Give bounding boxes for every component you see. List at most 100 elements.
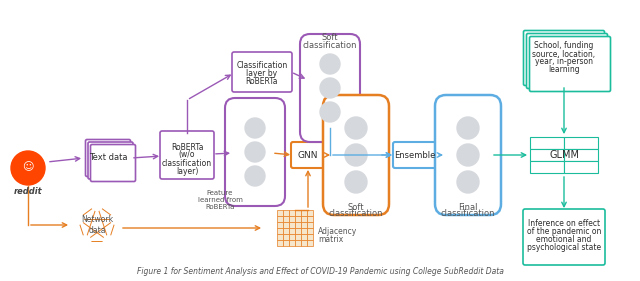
FancyBboxPatch shape (232, 52, 292, 92)
Circle shape (320, 102, 340, 122)
Text: psychological state: psychological state (527, 243, 601, 251)
Bar (283, 222, 289, 228)
Text: Inference on effect: Inference on effect (528, 219, 600, 228)
Bar (295, 210, 301, 216)
Bar (295, 240, 301, 246)
Bar (289, 216, 295, 222)
Circle shape (245, 118, 265, 138)
Text: RoBERTa: RoBERTa (246, 76, 278, 85)
Bar (307, 216, 313, 222)
Circle shape (103, 236, 115, 247)
Text: reddit: reddit (13, 187, 42, 196)
Bar (301, 234, 307, 240)
Circle shape (245, 142, 265, 162)
Bar (301, 216, 307, 222)
Bar (289, 222, 295, 228)
Circle shape (320, 54, 340, 74)
FancyBboxPatch shape (88, 142, 133, 179)
Circle shape (320, 78, 340, 98)
Bar (277, 222, 283, 228)
Text: emotional and: emotional and (536, 235, 592, 244)
Bar (307, 228, 313, 234)
Text: Feature
learned from
RoBERTa: Feature learned from RoBERTa (198, 190, 243, 210)
Text: layer by: layer by (246, 69, 278, 78)
Bar (307, 240, 313, 246)
Circle shape (11, 151, 45, 185)
Bar (283, 216, 289, 222)
Text: classification: classification (303, 40, 357, 49)
Bar (530, 149, 564, 161)
Bar (295, 216, 301, 222)
FancyBboxPatch shape (393, 142, 437, 168)
FancyBboxPatch shape (90, 144, 136, 182)
Bar (307, 234, 313, 240)
Bar (307, 222, 313, 228)
FancyBboxPatch shape (225, 98, 285, 206)
Circle shape (345, 117, 367, 139)
FancyBboxPatch shape (524, 31, 605, 85)
Bar (289, 210, 295, 216)
Bar (564, 161, 598, 173)
Bar (301, 210, 307, 216)
Text: Adjacency: Adjacency (318, 228, 357, 237)
Circle shape (72, 213, 83, 224)
Bar (301, 222, 307, 228)
Circle shape (345, 171, 367, 193)
Circle shape (80, 236, 91, 247)
Bar (277, 216, 283, 222)
Bar (307, 210, 313, 216)
FancyBboxPatch shape (523, 209, 605, 265)
FancyBboxPatch shape (527, 33, 607, 89)
Bar (530, 161, 564, 173)
Circle shape (345, 144, 367, 166)
Bar (277, 234, 283, 240)
Text: learning: learning (548, 65, 580, 74)
Text: Figure 1 for Sentiment Analysis and Effect of COVID-19 Pandemic using College Su: Figure 1 for Sentiment Analysis and Effe… (136, 268, 504, 277)
Text: Soft: Soft (322, 33, 339, 42)
FancyBboxPatch shape (300, 34, 360, 142)
Bar (564, 149, 598, 161)
Bar (283, 210, 289, 216)
Text: source, location,: source, location, (532, 49, 596, 58)
FancyBboxPatch shape (160, 131, 214, 179)
Circle shape (457, 171, 479, 193)
Circle shape (457, 117, 479, 139)
Bar (289, 234, 295, 240)
Text: Final: Final (458, 203, 477, 212)
Bar (301, 228, 307, 234)
Text: Text data: Text data (89, 153, 127, 162)
Circle shape (457, 144, 479, 166)
Text: RoBERTa: RoBERTa (171, 142, 204, 151)
Text: classification: classification (441, 210, 495, 219)
Circle shape (111, 213, 122, 224)
Bar (295, 228, 301, 234)
Bar (277, 210, 283, 216)
Text: matrix: matrix (318, 235, 343, 244)
FancyBboxPatch shape (529, 37, 611, 92)
Text: ☺: ☺ (22, 162, 34, 172)
Bar (283, 228, 289, 234)
Text: (w/o: (w/o (179, 151, 195, 160)
Text: Soft: Soft (348, 203, 364, 212)
Text: Network
data: Network data (81, 215, 113, 235)
Text: Ensemble: Ensemble (394, 151, 436, 160)
Bar (289, 228, 295, 234)
Bar (283, 240, 289, 246)
FancyBboxPatch shape (435, 95, 501, 215)
Bar (301, 240, 307, 246)
Text: GLMM: GLMM (549, 150, 579, 160)
Circle shape (245, 166, 265, 186)
FancyBboxPatch shape (86, 139, 131, 176)
Text: layer): layer) (176, 167, 198, 176)
Bar (289, 240, 295, 246)
Bar (283, 234, 289, 240)
FancyBboxPatch shape (323, 95, 389, 215)
Bar (277, 228, 283, 234)
Text: Classification: Classification (236, 60, 287, 69)
Bar (530, 137, 564, 149)
Text: classification: classification (162, 158, 212, 167)
Bar (277, 240, 283, 246)
Bar (295, 234, 301, 240)
Text: GNN: GNN (298, 151, 318, 160)
Text: School, funding: School, funding (534, 42, 594, 51)
